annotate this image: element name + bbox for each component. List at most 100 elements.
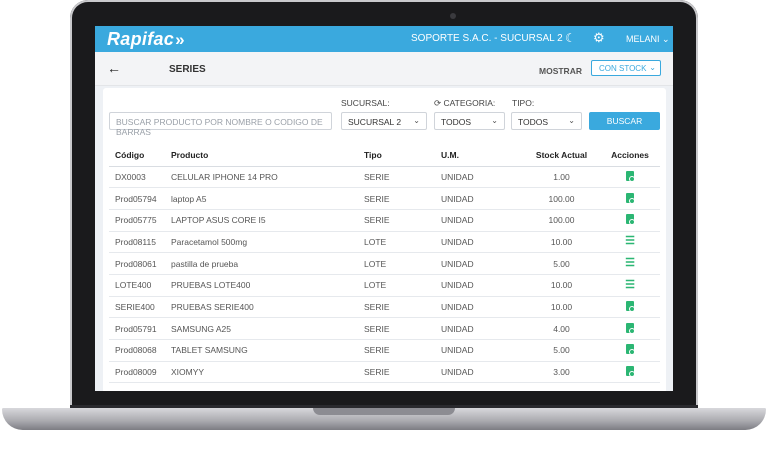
cell-stock: 1.00 [523, 166, 600, 189]
cell-um: UNIDAD [441, 274, 523, 297]
cell-um: UNIDAD [441, 361, 523, 384]
sucursal-select[interactable]: SUCURSAL 2 ⌄ [341, 112, 427, 130]
page-header: ← SERIES MOSTRAR CON STOCK ⌄ [95, 52, 673, 86]
cell-stock: 100.00 [523, 209, 600, 232]
table-row[interactable]: Prod08061 pastilla de prueba LOTE UNIDAD 5.0… [109, 252, 660, 275]
cell-tipo: SERIE [364, 187, 441, 210]
doc-search-icon[interactable] [626, 366, 635, 378]
cell-tipo: SERIE [364, 166, 441, 189]
doc-search-icon[interactable] [626, 214, 635, 226]
cell-acciones: ☰ [600, 252, 660, 275]
cell-um: UNIDAD [441, 231, 523, 254]
categoria-label: ⟳ CATEGORIA: [434, 98, 496, 108]
table-row[interactable]: LOTE400 PRUEBAS LOTE400 LOTE UNIDAD 10.00 ☰ [109, 274, 660, 297]
refresh-icon[interactable]: ⟳ [434, 98, 442, 108]
laptop-notch [313, 408, 455, 415]
cell-stock: 10.00 [523, 231, 600, 254]
stock-filter-select[interactable]: CON STOCK ⌄ [591, 60, 661, 76]
cell-um: UNIDAD [441, 339, 523, 362]
cell-codigo: Prod08009 [109, 361, 171, 384]
buscar-button[interactable]: BUSCAR [589, 112, 660, 130]
cell-codigo: Prod05794 [109, 187, 171, 210]
cell-stock: 10.00 [523, 296, 600, 319]
cell-acciones: ☰ [600, 231, 660, 254]
cell-producto: PRUEBAS LOTE400 [171, 274, 364, 297]
cell-producto: LAPTOP ASUS CORE I5 [171, 209, 364, 232]
column-header[interactable]: Stock Actual [523, 144, 600, 167]
doc-search-icon[interactable] [626, 344, 635, 356]
logo-chevrons-icon: » [175, 30, 185, 49]
app-screen: Rapifac» SOPORTE S.A.C. - SUCURSAL 2 ☾ ⚙… [95, 26, 673, 391]
cell-um: UNIDAD [441, 317, 523, 340]
gear-icon[interactable]: ⚙ [593, 30, 605, 45]
chevron-down-icon: ⌄ [649, 63, 656, 72]
camera-icon [450, 13, 456, 19]
user-menu[interactable]: MELANI ⌄ [626, 34, 670, 44]
tipo-label: TIPO: [512, 98, 535, 108]
cell-codigo: Prod08061 [109, 252, 171, 275]
cell-producto: Paracetamol 500mg [171, 231, 364, 254]
column-header[interactable]: Tipo [364, 144, 441, 167]
cell-codigo: Prod08068 [109, 339, 171, 362]
column-header[interactable]: Código [109, 144, 171, 167]
cell-stock: 100.00 [523, 187, 600, 210]
cell-um: UNIDAD [441, 187, 523, 210]
cell-stock: 10.00 [523, 274, 600, 297]
cell-codigo: Prod05791 [109, 317, 171, 340]
cell-tipo: SERIE [364, 361, 441, 384]
cell-tipo: LOTE [364, 252, 441, 275]
app-logo[interactable]: Rapifac» [107, 29, 185, 49]
table-row[interactable]: DX0003 CELULAR IPHONE 14 PRO SERIE UNIDAD 1.… [109, 166, 660, 189]
cell-acciones [600, 361, 660, 384]
doc-search-icon[interactable] [626, 300, 635, 312]
table-row[interactable]: SERIE400 PRUEBAS SERIE400 SERIE UNIDAD 10.00 [109, 296, 660, 319]
list-icon[interactable]: ☰ [625, 235, 635, 248]
cell-producto: laptop A5 [171, 187, 364, 210]
chevron-down-icon: ⌄ [491, 116, 498, 125]
cell-um: UNIDAD [441, 252, 523, 275]
top-navbar: Rapifac» SOPORTE S.A.C. - SUCURSAL 2 ☾ ⚙… [95, 26, 673, 52]
cell-tipo: SERIE [364, 317, 441, 340]
cell-acciones: ☰ [600, 274, 660, 297]
cell-tipo: SERIE [364, 296, 441, 319]
table-row[interactable]: Prod08009 XIOMYY SERIE UNIDAD 3.00 [109, 361, 660, 384]
cell-producto: pastilla de prueba [171, 252, 364, 275]
doc-search-icon[interactable] [626, 192, 635, 204]
products-table: Código Producto Tipo U.M. Stock Actual A… [109, 144, 660, 384]
chevron-down-icon: ⌄ [662, 34, 670, 44]
moon-icon[interactable]: ☾ [565, 31, 576, 45]
search-input[interactable]: BUSCAR PRODUCTO POR NOMBRE O CODIGO DE B… [109, 112, 332, 137]
cell-producto: CELULAR IPHONE 14 PRO [171, 166, 364, 189]
cell-acciones [600, 209, 660, 232]
cell-producto: XIOMYY [171, 361, 364, 384]
cell-acciones [600, 296, 660, 319]
cell-acciones [600, 187, 660, 210]
cell-producto: PRUEBAS SERIE400 [171, 296, 364, 319]
table-row[interactable]: Prod08115 Paracetamol 500mg LOTE UNIDAD 10.0… [109, 231, 660, 254]
column-header: Acciones [600, 144, 660, 167]
table-header-row: Código Producto Tipo U.M. Stock Actual A… [109, 144, 660, 167]
column-header[interactable]: Producto [171, 144, 364, 167]
cell-codigo: Prod08115 [109, 231, 171, 254]
table-row[interactable]: Prod08068 TABLET SAMSUNG SERIE UNIDAD 5.00 [109, 339, 660, 362]
mostrar-label: MOSTRAR [539, 66, 582, 76]
cell-acciones [600, 166, 660, 189]
cell-producto: SAMSUNG A25 [171, 317, 364, 340]
list-icon[interactable]: ☰ [625, 278, 635, 291]
doc-search-icon[interactable] [626, 170, 635, 182]
column-header[interactable]: U.M. [441, 144, 523, 167]
table-row[interactable]: Prod05791 SAMSUNG A25 SERIE UNIDAD 4.00 [109, 317, 660, 340]
tipo-select[interactable]: TODOS ⌄ [511, 112, 582, 130]
laptop-hinge [70, 405, 698, 409]
company-branch-label[interactable]: SOPORTE S.A.C. - SUCURSAL 2 [411, 33, 563, 44]
table-row[interactable]: Prod05775 LAPTOP ASUS CORE I5 SERIE UNIDAD 1… [109, 209, 660, 232]
back-arrow-icon[interactable]: ← [107, 60, 121, 76]
chevron-down-icon: ⌄ [413, 116, 420, 125]
cell-codigo: DX0003 [109, 166, 171, 189]
doc-search-icon[interactable] [626, 322, 635, 334]
chevron-down-icon: ⌄ [568, 116, 575, 125]
table-row[interactable]: Prod05794 laptop A5 SERIE UNIDAD 100.00 [109, 187, 660, 210]
laptop-base [2, 408, 766, 430]
categoria-select[interactable]: TODOS ⌄ [434, 112, 505, 130]
list-icon[interactable]: ☰ [625, 257, 635, 270]
